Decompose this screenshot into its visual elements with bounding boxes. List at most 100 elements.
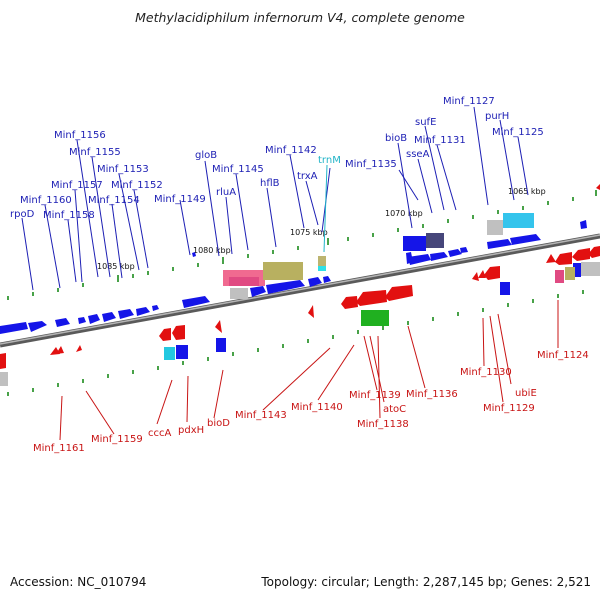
gene-label: bioB [385, 133, 407, 144]
gene-label: Minf_1130 [460, 367, 512, 378]
gene-label: hflB [260, 178, 280, 189]
kbp-label: 1070 kbp [385, 209, 423, 218]
kbp-label: 1065 kbp [508, 187, 546, 196]
gene-arrow [478, 270, 486, 278]
gene-block [573, 263, 581, 277]
kbp-label: 1080 kbp [193, 246, 231, 255]
gene-label: Minf_1160 [20, 195, 72, 206]
gene-label: Minf_1140 [291, 402, 343, 413]
gene-label: bioD [207, 418, 230, 429]
gene-arrow [484, 266, 500, 280]
gene-label: Minf_1149 [154, 194, 206, 205]
trna-block [263, 262, 303, 280]
gene-label: sufE [415, 117, 436, 128]
trna-block [318, 256, 326, 266]
gene-label: Minf_1145 [212, 164, 264, 175]
gene-label: Minf_1161 [33, 443, 85, 454]
pink-block [555, 270, 564, 283]
gene-label: trxA [297, 171, 318, 182]
gene-block [176, 345, 188, 359]
gene-arrow [159, 328, 171, 341]
grey-block [581, 262, 600, 276]
gene-arrow [0, 322, 28, 334]
gene-label: gloB [195, 150, 217, 161]
gene-arrow [76, 345, 82, 352]
gene-label: Minf_1125 [492, 127, 544, 138]
pseudo-block [230, 288, 248, 299]
gene-label: Minf_1152 [111, 180, 163, 191]
gene-arrow [385, 285, 413, 301]
gene-label: Minf_1129 [483, 403, 535, 414]
gene-arrow [460, 247, 468, 253]
kbp-label: 1085 kbp [97, 262, 135, 271]
gene-label: Minf_1157 [51, 180, 103, 191]
gene-label: purH [485, 111, 509, 122]
map-title: Methylacidiphilum infernorum V4, complet… [135, 10, 465, 25]
gene-block [500, 282, 510, 295]
gene-arrow [341, 296, 358, 309]
tick-rows [7, 190, 597, 396]
gene-arrow [546, 254, 556, 263]
gene-label: cccA [148, 428, 171, 439]
bottom-gene-labels: Minf_1124 Minf_1130 ubiE Minf_1129 Minf_… [33, 350, 589, 454]
gene-label: trnM [318, 155, 341, 166]
topology-summary: Topology: circular; Length: 2,287,145 bp… [261, 575, 591, 589]
forward-strand-genes [0, 220, 587, 359]
kbp-labels: 1065 kbp 1070 kbp 1075 kbp 1080 kbp 1085… [97, 187, 546, 271]
gene-arrow [487, 239, 512, 249]
gene-label: ubiE [515, 388, 537, 399]
gene-arrow [588, 246, 600, 258]
gene-label: atoC [383, 404, 406, 415]
gene-label: Minf_1127 [443, 96, 495, 107]
purple-block [426, 233, 444, 248]
gene-block [403, 236, 426, 251]
reverse-strand-genes [0, 184, 600, 369]
grey-block [487, 220, 503, 235]
gene-label: Minf_1158 [43, 210, 95, 221]
gene-arrow [88, 314, 100, 324]
gene-label: Minf_1124 [537, 350, 589, 361]
green-block [361, 310, 389, 326]
lower-tick-row [7, 290, 584, 396]
gene-label: Minf_1154 [88, 195, 140, 206]
gene-arrow [152, 305, 159, 311]
gene-arrow [192, 252, 196, 257]
gene-arrow [572, 248, 590, 261]
gene-arrow [555, 252, 572, 265]
gene-label: pdxH [178, 425, 204, 436]
gene-label: Minf_1136 [406, 389, 458, 400]
gene-label: Minf_1131 [414, 135, 466, 146]
cyan-block [164, 347, 175, 360]
gene-label: Minf_1159 [91, 434, 143, 445]
gene-arrow [172, 325, 185, 340]
olive-block [565, 267, 575, 280]
bottom-leader-lines [59, 300, 559, 441]
gene-arrow [182, 296, 210, 308]
gene-arrow [596, 184, 600, 190]
trna-leader [323, 164, 328, 253]
gene-arrow [78, 317, 86, 324]
cyan-block [503, 213, 534, 228]
gene-arrow [430, 252, 448, 261]
gene-arrow [472, 272, 479, 281]
gene-label: Minf_1142 [265, 145, 317, 156]
gene-arrow [308, 277, 322, 287]
gene-label: Minf_1156 [54, 130, 106, 141]
gene-arrow [55, 318, 70, 327]
top-leader-lines [21, 106, 529, 291]
gene-label: Minf_1143 [235, 410, 287, 421]
gene-label: sseA [406, 149, 430, 160]
gene-arrow [356, 290, 387, 306]
genome-backbone [0, 233, 600, 348]
gene-block [216, 338, 226, 352]
gene-arrow [118, 309, 134, 319]
gene-label: rluA [216, 187, 236, 198]
gene-arrow [266, 280, 305, 294]
cyan-block [318, 266, 326, 271]
gene-arrow [28, 321, 47, 332]
grey-block [0, 372, 8, 386]
gene-arrow [250, 286, 266, 297]
gene-label: rpoD [10, 209, 35, 220]
